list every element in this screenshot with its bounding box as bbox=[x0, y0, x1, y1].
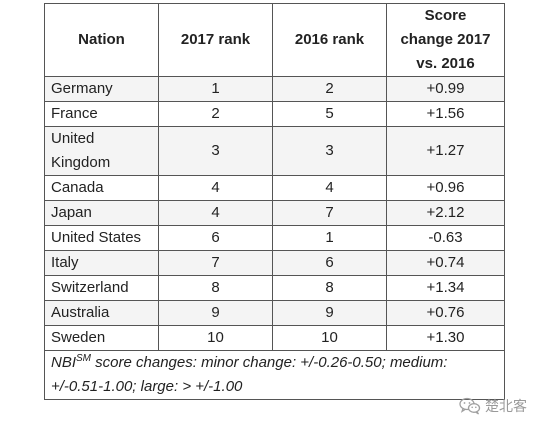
header-score-change-line3: vs. 2016 bbox=[416, 55, 475, 72]
table-body: Germany 1 2 +0.99 France 2 5 +1.56 Unite… bbox=[44, 76, 505, 400]
cell-2017-rank: 2 bbox=[158, 101, 273, 127]
table-row: Sweden 10 10 +1.30 bbox=[44, 325, 505, 351]
cell-score-change: +0.99 bbox=[386, 76, 505, 102]
table-row: France 2 5 +1.56 bbox=[44, 101, 505, 127]
header-2016-rank: 2016 rank bbox=[272, 3, 387, 77]
cell-score-change: +0.96 bbox=[386, 175, 505, 201]
watermark: 楚北客 bbox=[459, 396, 527, 416]
note-superscript: SM bbox=[76, 353, 92, 364]
cell-score-change: +1.27 bbox=[386, 126, 505, 176]
cell-nation: Canada bbox=[44, 175, 159, 201]
note-prefix: NBI bbox=[51, 354, 77, 371]
cell-2016-rank: 5 bbox=[272, 101, 387, 127]
cell-2017-rank: 9 bbox=[158, 300, 273, 326]
table-header-row: Nation 2017 rank 2016 rank Score change … bbox=[44, 3, 505, 77]
cell-2017-rank: 4 bbox=[158, 200, 273, 226]
cell-2017-rank: 3 bbox=[158, 126, 273, 176]
ranking-table-container: Nation 2017 rank 2016 rank Score change … bbox=[44, 3, 505, 400]
cell-nation: Japan bbox=[44, 200, 159, 226]
cell-2016-rank: 10 bbox=[272, 325, 387, 351]
cell-nation: Italy bbox=[44, 250, 159, 276]
cell-2017-rank: 1 bbox=[158, 76, 273, 102]
cell-2016-rank: 3 bbox=[272, 126, 387, 176]
cell-nation: France bbox=[44, 101, 159, 127]
cell-score-change: +1.30 bbox=[386, 325, 505, 351]
table-row: Japan 4 7 +2.12 bbox=[44, 200, 505, 226]
cell-nation: Germany bbox=[44, 76, 159, 102]
cell-score-change: +0.74 bbox=[386, 250, 505, 276]
cell-nation: Switzerland bbox=[44, 275, 159, 301]
cell-nation: Australia bbox=[44, 300, 159, 326]
cell-score-change: +2.12 bbox=[386, 200, 505, 226]
table-row: United States 6 1 -0.63 bbox=[44, 225, 505, 251]
cell-2017-rank: 4 bbox=[158, 175, 273, 201]
cell-score-change: +1.56 bbox=[386, 101, 505, 127]
table-row: Australia 9 9 +0.76 bbox=[44, 300, 505, 326]
header-score-change-line2: change 2017 bbox=[400, 31, 491, 48]
cell-2016-rank: 4 bbox=[272, 175, 387, 201]
header-nation: Nation bbox=[44, 3, 159, 77]
table-note-row: NBISM score changes: minor change: +/-0.… bbox=[44, 350, 505, 400]
cell-2016-rank: 7 bbox=[272, 200, 387, 226]
cell-nation: United Kingdom bbox=[44, 126, 159, 176]
table-row: Canada 4 4 +0.96 bbox=[44, 175, 505, 201]
cell-nation: United States bbox=[44, 225, 159, 251]
cell-2016-rank: 9 bbox=[272, 300, 387, 326]
cell-2016-rank: 1 bbox=[272, 225, 387, 251]
cell-2016-rank: 8 bbox=[272, 275, 387, 301]
cell-2017-rank: 8 bbox=[158, 275, 273, 301]
table-note: NBISM score changes: minor change: +/-0.… bbox=[44, 350, 505, 400]
wechat-icon bbox=[459, 397, 481, 415]
cell-score-change: -0.63 bbox=[386, 225, 505, 251]
cell-2017-rank: 7 bbox=[158, 250, 273, 276]
note-text: score changes: minor change: +/-0.26-0.5… bbox=[51, 354, 448, 395]
cell-2016-rank: 6 bbox=[272, 250, 387, 276]
table-row: Germany 1 2 +0.99 bbox=[44, 76, 505, 102]
cell-nation: Sweden bbox=[44, 325, 159, 351]
cell-2016-rank: 2 bbox=[272, 76, 387, 102]
cell-2017-rank: 6 bbox=[158, 225, 273, 251]
watermark-text: 楚北客 bbox=[485, 398, 527, 414]
table-row: Italy 7 6 +0.74 bbox=[44, 250, 505, 276]
cell-2017-rank: 10 bbox=[158, 325, 273, 351]
header-score-change-line1: Score bbox=[424, 7, 467, 24]
cell-score-change: +1.34 bbox=[386, 275, 505, 301]
header-score-change: Score change 2017 vs. 2016 bbox=[386, 3, 505, 77]
header-2017-rank: 2017 rank bbox=[158, 3, 273, 77]
cell-score-change: +0.76 bbox=[386, 300, 505, 326]
table-row: Switzerland 8 8 +1.34 bbox=[44, 275, 505, 301]
nation-brands-ranking-table: Nation 2017 rank 2016 rank Score change … bbox=[44, 3, 505, 400]
table-row: United Kingdom 3 3 +1.27 bbox=[44, 126, 505, 176]
